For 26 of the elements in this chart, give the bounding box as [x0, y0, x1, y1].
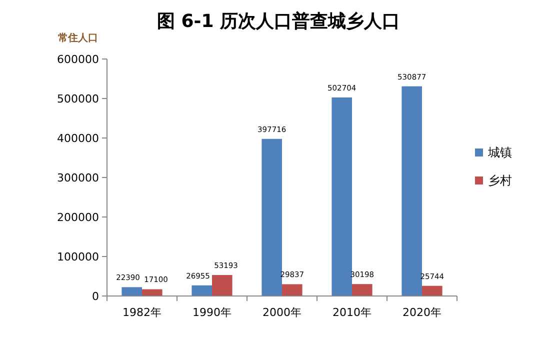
bar [122, 287, 142, 296]
bar [142, 289, 162, 296]
bar [332, 97, 352, 296]
y-tick-label: 100000 [57, 250, 99, 264]
x-tick-label: 1990年 [192, 306, 232, 319]
bar [192, 285, 212, 296]
y-tick-label: 500000 [57, 92, 99, 106]
legend-label: 乡村 [488, 174, 512, 188]
y-tick-label: 600000 [57, 52, 99, 66]
x-tick-label: 2000年 [262, 306, 302, 319]
bar [262, 138, 282, 296]
bar [212, 274, 232, 296]
bar [422, 286, 442, 296]
y-tick-label: 200000 [57, 210, 99, 224]
y-tick-label: 300000 [57, 171, 99, 184]
bar [352, 284, 372, 296]
bar [402, 86, 422, 296]
bar [282, 284, 302, 296]
chart-title: 图 6-1 历次人口普查城乡人口 [156, 11, 400, 32]
y-tick-label: 400000 [57, 132, 99, 145]
legend-label: 城镇 [487, 146, 512, 160]
x-tick-label: 1982年 [122, 306, 162, 319]
x-tick-label: 2010年 [332, 306, 372, 319]
y-tick-label: 0 [92, 290, 99, 303]
x-tick-label: 2020年 [402, 306, 442, 319]
y-axis-title: 常住人口 [58, 32, 98, 44]
